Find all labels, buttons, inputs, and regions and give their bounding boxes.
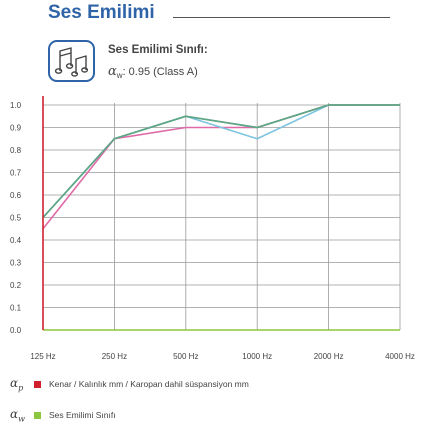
legend-symbol: αp <box>10 376 24 393</box>
music-notes-icon <box>48 40 95 82</box>
x-tick-label: 125 Hz <box>30 352 55 361</box>
title-underline <box>173 17 390 18</box>
y-tick-label: 0.9 <box>10 124 22 133</box>
y-tick-label: 0.1 <box>10 304 22 313</box>
rating-class: : 0.95 (Class A) <box>122 66 198 78</box>
alpha-subscript: w <box>116 71 123 81</box>
legend-symbol: αw <box>10 407 25 424</box>
y-tick-label: 0.7 <box>10 169 22 178</box>
x-tick-label: 500 Hz <box>173 352 198 361</box>
legend-swatch-green <box>34 411 41 419</box>
alpha-symbol: α <box>108 64 117 79</box>
legend-label: Ses Emilimi Sınıfı <box>49 410 116 421</box>
absorption-chart: 0.0 0.1 0.2 0.3 0.4 0.5 0.6 0.7 0.8 0.9 1.0 125 Hz 2… <box>10 96 415 361</box>
rating-heading: Ses Emilimi Sınıfı: <box>108 44 208 56</box>
y-tick-label: 0.2 <box>10 281 22 290</box>
rating-value: αw: 0.95 (Class A) <box>108 64 198 80</box>
y-tick-label: 0.5 <box>10 214 22 223</box>
x-tick-label: 4000 Hz <box>385 352 415 361</box>
x-tick-label: 1000 Hz <box>242 352 272 361</box>
series-line <box>42 104 400 230</box>
y-tick-label: 0.8 <box>10 146 22 155</box>
legend-item-alpha-p: αp Kenar / Kalınlık mm / Karopan dahil s… <box>10 376 249 392</box>
y-tick-label: 0.4 <box>10 236 22 245</box>
x-tick-label: 250 Hz <box>102 352 127 361</box>
y-tick-label: 0.0 <box>10 326 22 335</box>
legend-item-alpha-w: αw Ses Emilimi Sınıfı <box>10 407 116 423</box>
x-tick-label: 2000 Hz <box>314 352 344 361</box>
legend-label: Kenar / Kalınlık mm / Karopan dahil süsp… <box>49 379 249 390</box>
series-line <box>42 104 400 219</box>
y-tick-label: 0.6 <box>10 191 22 200</box>
page-title: Ses Emilimi <box>48 2 155 23</box>
y-tick-label: 1.0 <box>10 101 22 110</box>
y-tick-label: 0.3 <box>10 259 22 268</box>
legend-swatch-red <box>34 380 41 388</box>
